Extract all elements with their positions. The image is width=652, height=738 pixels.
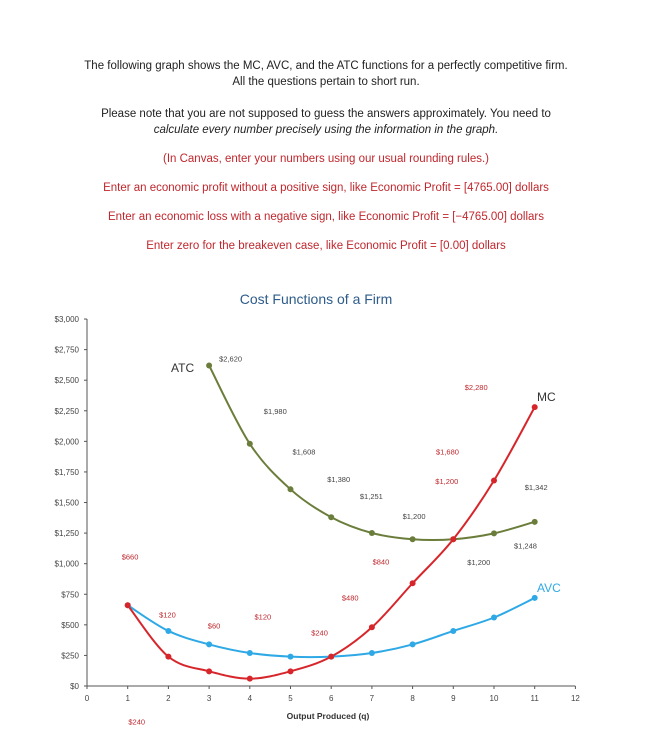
- point-avc: [165, 627, 172, 634]
- point-avc: [368, 649, 375, 656]
- point-mc: [287, 668, 294, 675]
- point-avc: [287, 653, 294, 660]
- point-mc: [328, 653, 335, 660]
- series-label-atc: ATC: [171, 361, 194, 375]
- x-tick-label: 5: [288, 694, 293, 703]
- point-atc: [328, 514, 335, 521]
- data-label: $60: [208, 622, 221, 631]
- point-avc: [450, 627, 457, 634]
- y-tick-label: $3,000: [55, 315, 80, 324]
- x-tick-label: 4: [248, 694, 253, 703]
- data-label: $1,200: [467, 558, 490, 567]
- intro-line-7: Enter an economic loss with a negative s…: [108, 211, 544, 223]
- data-label: $1,248: [514, 541, 537, 550]
- data-label: $1,342: [525, 483, 548, 492]
- point-mc: [124, 602, 131, 609]
- instructions: The following graph shows the MC, AVC, a…: [0, 58, 652, 254]
- point-mc: [450, 536, 457, 543]
- data-label: $1,980: [264, 407, 287, 416]
- data-label: $1,200: [435, 477, 458, 486]
- y-tick-label: $500: [61, 621, 79, 630]
- data-label: $1,380: [327, 475, 350, 484]
- series-label-avc: AVC: [537, 581, 561, 595]
- point-mc: [246, 675, 253, 682]
- point-avc: [206, 641, 213, 648]
- series-line-avc: [127, 597, 536, 659]
- intro-line-6: Enter an economic profit without a posit…: [103, 182, 549, 194]
- y-tick-label: $750: [61, 590, 79, 599]
- y-tick-label: $1,250: [55, 529, 80, 538]
- x-tick-label: 9: [451, 694, 456, 703]
- data-label: $1,680: [436, 448, 459, 457]
- data-label: $2,280: [465, 383, 488, 392]
- series-label-mc: MC: [537, 390, 556, 404]
- y-tick-label: $1,500: [55, 499, 80, 508]
- point-avc: [246, 649, 253, 656]
- y-tick-label: $250: [61, 651, 79, 660]
- intro-line-4: calculate every number precisely using t…: [0, 122, 652, 138]
- point-mc: [491, 477, 497, 484]
- intro-line-5: (In Canvas, enter your numbers using our…: [162, 153, 489, 165]
- point-atc: [531, 518, 538, 525]
- y-tick-label: $1,750: [55, 468, 80, 477]
- x-tick-label: 3: [207, 694, 212, 703]
- point-mc: [165, 653, 172, 660]
- y-tick-label: $2,750: [55, 346, 80, 355]
- point-atc: [206, 362, 213, 369]
- point-avc: [531, 594, 538, 601]
- intro-line-4-post: using the information in the graph.: [321, 124, 499, 136]
- data-label: $120: [255, 612, 272, 621]
- intro-line-1: The following graph shows the MC, AVC, a…: [84, 60, 568, 72]
- y-tick-label: $2,250: [55, 407, 80, 416]
- point-atc: [368, 529, 375, 536]
- intro-line-4-pre: calculate every number: [153, 124, 276, 136]
- intro-line-8: Enter zero for the breakeven case, like …: [146, 240, 506, 252]
- x-tick-label: 1: [125, 694, 130, 703]
- x-tick-label: 0: [85, 694, 90, 703]
- point-atc: [491, 530, 497, 537]
- data-label: $1,608: [293, 447, 316, 456]
- data-label: $2,620: [219, 355, 242, 364]
- chart-title: Cost Functions of a Firm: [240, 291, 393, 307]
- x-axis-label: Output Produced (q): [287, 711, 370, 721]
- intro-line-3: Please note that you are not supposed to…: [101, 108, 551, 120]
- x-tick-label: 10: [490, 694, 499, 703]
- point-mc: [409, 580, 416, 587]
- y-tick-label: $2,000: [55, 437, 80, 446]
- data-label: $840: [373, 557, 390, 566]
- data-label: $660: [122, 552, 139, 561]
- data-label: $120: [159, 610, 176, 619]
- data-label: $240: [128, 718, 145, 727]
- point-atc: [409, 536, 416, 543]
- point-atc: [246, 440, 253, 447]
- point-mc: [206, 668, 213, 675]
- y-tick-label: $2,500: [55, 376, 80, 385]
- x-tick-label: 6: [329, 694, 334, 703]
- x-tick-label: 12: [571, 694, 580, 703]
- x-tick-label: 2: [166, 694, 171, 703]
- data-label: $480: [342, 593, 359, 602]
- point-avc: [409, 641, 416, 648]
- point-atc: [287, 486, 294, 493]
- data-label: $240: [311, 629, 328, 638]
- point-mc: [368, 624, 375, 631]
- data-label: $1,251: [360, 492, 383, 501]
- x-tick-label: 8: [410, 694, 415, 703]
- intro-line-4-em: precisely: [275, 124, 322, 136]
- x-tick-label: 7: [370, 694, 375, 703]
- intro-line-2: All the questions pertain to short run.: [232, 76, 420, 88]
- point-avc: [491, 614, 497, 621]
- y-tick-label: $1,000: [55, 560, 80, 569]
- y-tick-label: $0: [70, 682, 79, 691]
- x-tick-label: 11: [531, 694, 540, 703]
- data-label: $1,200: [403, 512, 426, 521]
- point-mc: [531, 404, 538, 411]
